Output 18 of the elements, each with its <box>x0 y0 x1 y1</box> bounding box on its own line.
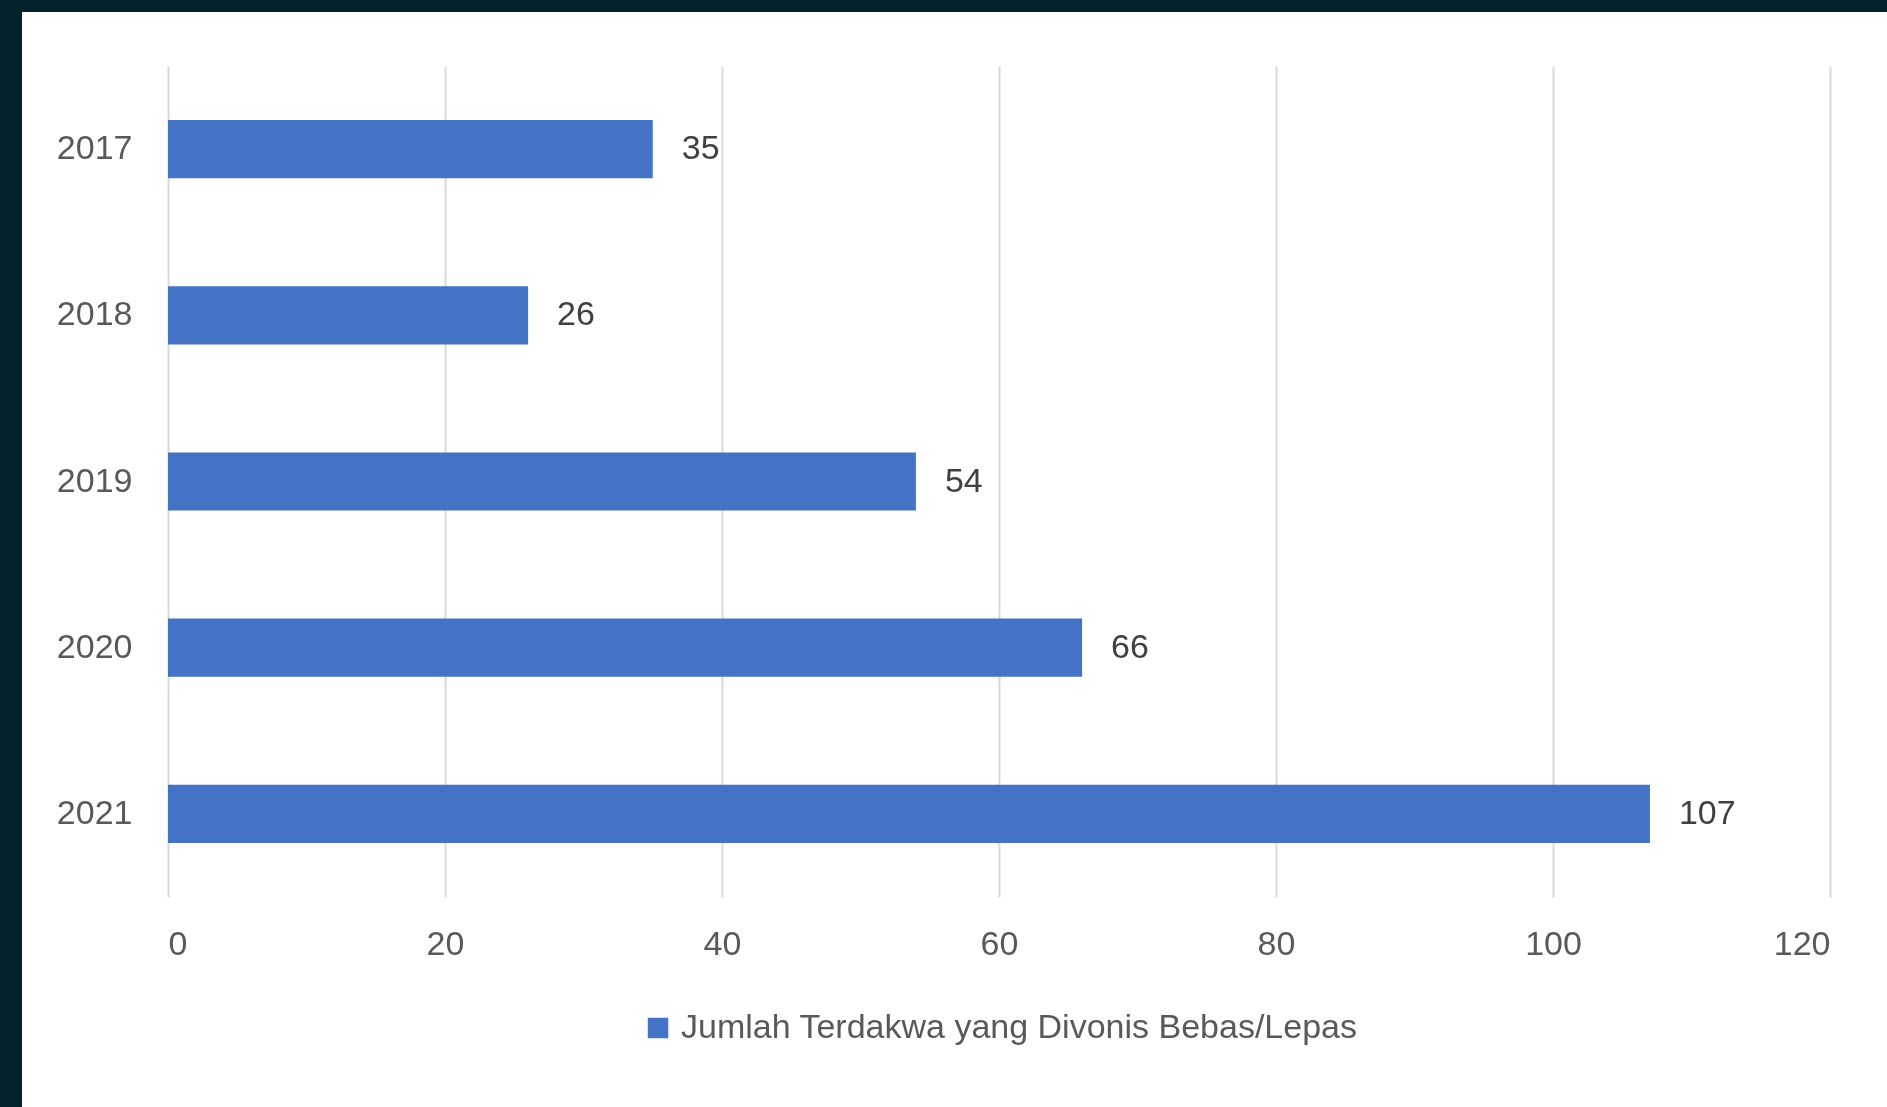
x-tick-label: 40 <box>703 923 742 962</box>
y-tick-label: 2020 <box>56 626 133 665</box>
x-tick-label: 80 <box>1257 923 1296 962</box>
y-tick-label: 2017 <box>56 128 133 167</box>
x-tick-label: 20 <box>426 923 465 962</box>
x-tick-label: 100 <box>1525 923 1582 962</box>
data-label: 66 <box>1111 626 1149 665</box>
data-label: 54 <box>944 460 983 499</box>
y-tick-label: 2019 <box>56 460 133 499</box>
data-label: 26 <box>557 294 595 333</box>
data-label: 35 <box>681 128 720 167</box>
x-tick-label: 0 <box>168 923 188 962</box>
y-tick-label: 2018 <box>56 294 133 333</box>
data-label: 107 <box>1678 792 1736 831</box>
y-tick-label: 2021 <box>56 792 133 831</box>
x-tick-label: 120 <box>1773 923 1831 962</box>
x-tick-label: 60 <box>980 923 1019 962</box>
legend-label: Jumlah Terdakwa yang Divonis Bebas/Lepas <box>681 1007 1357 1045</box>
